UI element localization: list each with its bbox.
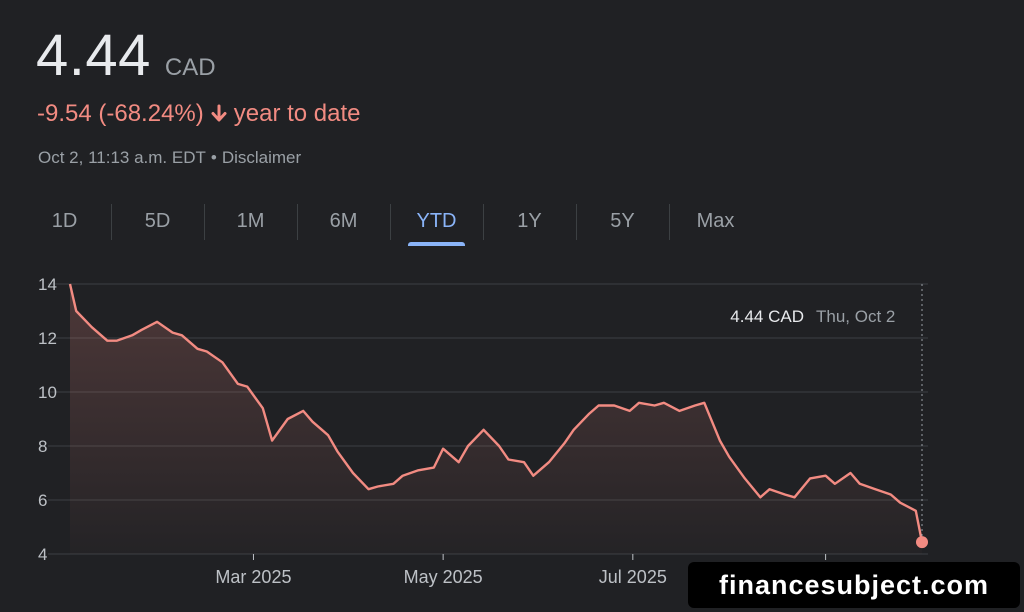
current-price: 4.44 (36, 23, 151, 88)
y-tick-label: 6 (38, 491, 47, 510)
currency-label: CAD (164, 54, 216, 81)
current-price-marker (916, 536, 928, 549)
range-tabs: 1D 5D 1M 6M YTD 1Y 5Y Max (18, 200, 762, 246)
x-tick-label: May 2025 (404, 567, 483, 587)
price-line (68, 283, 924, 543)
disclaimer-link[interactable]: Disclaimer (221, 148, 302, 167)
y-tick-label: 14 (38, 275, 57, 294)
x-tick-label: Mar 2025 (215, 567, 291, 587)
change-value: -9.54 (-68.24%) (37, 100, 204, 127)
tooltip-value: 4.44 CAD (730, 307, 804, 326)
y-tick-label: 4 (38, 545, 47, 564)
tab-1m[interactable]: 1M (204, 200, 297, 246)
x-tick-label: Jul 2025 (599, 567, 667, 587)
y-tick-label: 8 (38, 437, 47, 456)
tab-1d[interactable]: 1D (51, 210, 78, 232)
tab-6m[interactable]: 6M (297, 200, 390, 246)
chart-tooltip: 4.44 CAD Thu, Oct 2 (706, 300, 918, 332)
tab-5d[interactable]: 5D (111, 200, 204, 246)
y-tick-label: 10 (38, 383, 57, 402)
y-tick-label: 12 (38, 329, 57, 348)
tooltip-date: Thu, Oct 2 (816, 307, 895, 326)
price-change: -9.54 (-68.24%) year to date (37, 100, 361, 128)
price-area (70, 284, 922, 554)
tab-ytd[interactable]: YTD (390, 200, 483, 246)
arrow-down-icon (210, 104, 228, 124)
quote-meta: Oct 2, 11:13 a.m. EDT • Disclaimer (38, 148, 301, 168)
tab-max[interactable]: Max (669, 200, 762, 246)
tab-1y[interactable]: 1Y (483, 200, 576, 246)
timestamp: Oct 2, 11:13 a.m. EDT (38, 148, 206, 167)
y-axis: 4 6 8 10 12 14 (38, 275, 57, 564)
change-period: year to date (233, 100, 361, 127)
separator-dot: • (210, 148, 217, 167)
tab-5y[interactable]: 5Y (576, 200, 669, 246)
watermark: financesubject.com (688, 562, 1020, 608)
price-header: 4.44 CAD (36, 22, 216, 89)
